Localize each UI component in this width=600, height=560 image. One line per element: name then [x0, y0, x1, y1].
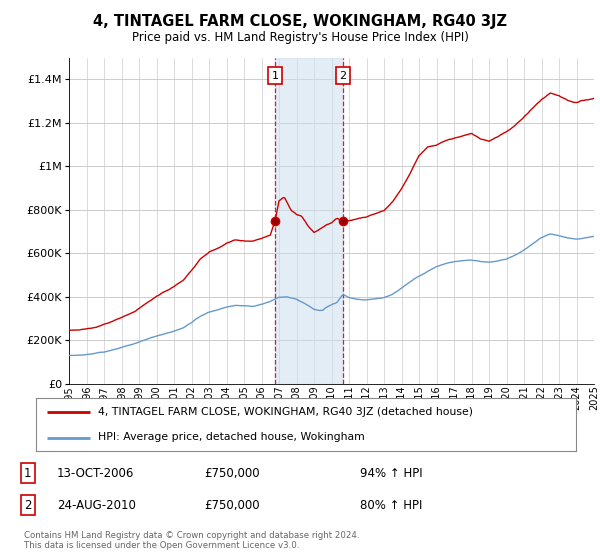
Text: HPI: Average price, detached house, Wokingham: HPI: Average price, detached house, Woki…: [98, 432, 365, 442]
Text: 4, TINTAGEL FARM CLOSE, WOKINGHAM, RG40 3JZ: 4, TINTAGEL FARM CLOSE, WOKINGHAM, RG40 …: [93, 14, 507, 29]
Text: 1: 1: [24, 466, 32, 480]
Text: 2: 2: [24, 498, 32, 512]
Text: 13-OCT-2006: 13-OCT-2006: [57, 466, 134, 480]
Text: 94% ↑ HPI: 94% ↑ HPI: [360, 466, 422, 480]
Bar: [275, 58, 343, 384]
Text: 4, TINTAGEL FARM CLOSE, WOKINGHAM, RG40 3JZ (detached house): 4, TINTAGEL FARM CLOSE, WOKINGHAM, RG40 …: [98, 408, 473, 418]
Text: 24-AUG-2010: 24-AUG-2010: [57, 498, 136, 512]
Text: £750,000: £750,000: [204, 466, 260, 480]
Text: 1: 1: [272, 71, 279, 81]
Text: 2: 2: [340, 71, 346, 81]
Text: 80% ↑ HPI: 80% ↑ HPI: [360, 498, 422, 512]
Text: £750,000: £750,000: [204, 498, 260, 512]
Text: Price paid vs. HM Land Registry's House Price Index (HPI): Price paid vs. HM Land Registry's House …: [131, 31, 469, 44]
Text: Contains HM Land Registry data © Crown copyright and database right 2024.
This d: Contains HM Land Registry data © Crown c…: [24, 531, 359, 550]
